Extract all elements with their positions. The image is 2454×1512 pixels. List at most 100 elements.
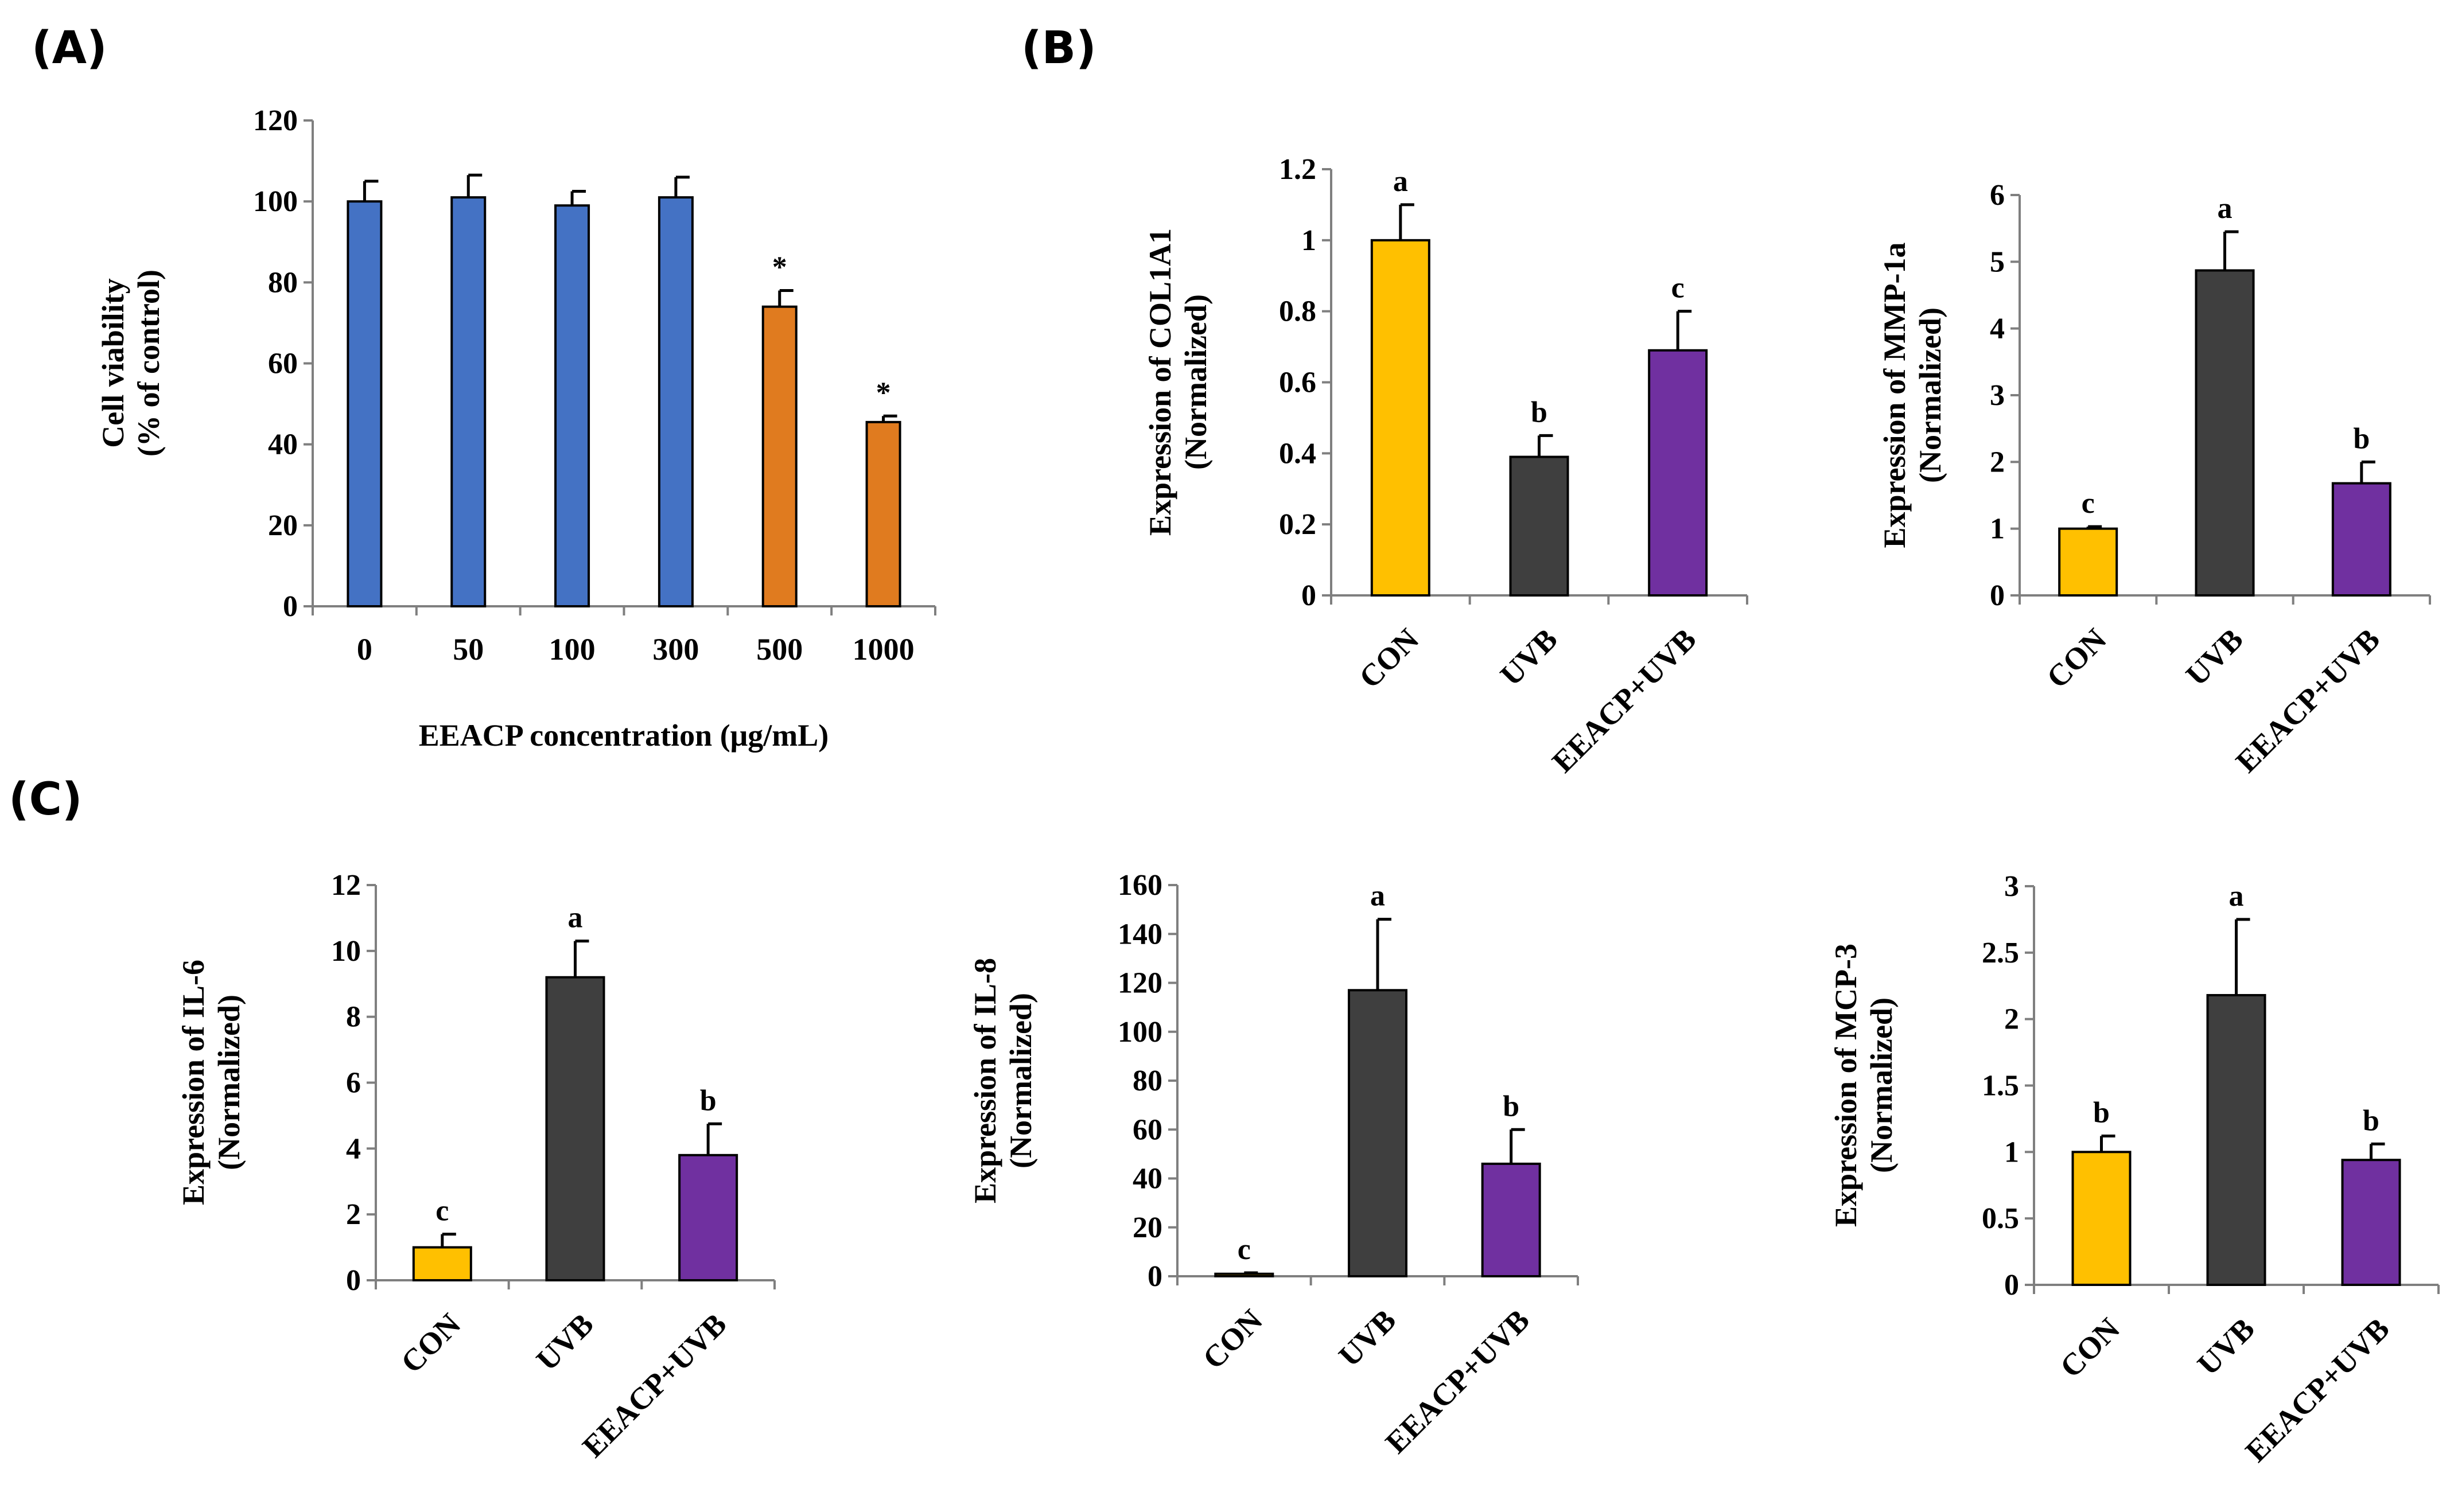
y-tick-label: 100: [1118, 1016, 1162, 1049]
bar-a-2: [554, 204, 590, 608]
error-bar: [778, 289, 794, 307]
y-tick-label: 2: [1990, 446, 2005, 478]
chart-b1: 0 0.2 0.4 0.6 0.8 1 1.2 a CON b UVB c EEACP+UVB Expre…: [1143, 153, 1748, 779]
significance-label: a: [2218, 192, 2233, 225]
error-bar: [674, 176, 690, 198]
significance-label: *: [876, 376, 891, 409]
category-label: UVB: [1332, 1303, 1402, 1373]
category-label: UVB: [2191, 1311, 2261, 1382]
bar-b2-2: [2331, 482, 2391, 597]
panel-label-b: (B): [1021, 22, 1096, 74]
error-bar: [466, 173, 483, 198]
bar-c2-2: [1481, 1162, 1541, 1278]
category-label: EEACP+UVB: [2239, 1311, 2396, 1468]
y-tick-label: 120: [1118, 967, 1162, 1000]
error-bar: [574, 940, 589, 977]
y-axis-label: Expression of COL1A1(Normalized): [1143, 228, 1213, 536]
y-axis-label-line: (Normalized): [1913, 307, 1947, 483]
y-tick-label: 1: [2004, 1136, 2019, 1168]
error-bar: [2360, 460, 2375, 484]
significance-label: *: [772, 251, 787, 283]
y-axis-label-line: Expression of IL-8: [968, 958, 1002, 1203]
y-tick-label: 2.5: [1982, 937, 2019, 969]
significance-label: a: [1370, 880, 1385, 913]
y-axis-label: Expression of MMP-1a(Normalized): [1877, 243, 1947, 548]
y-tick-label: 60: [268, 348, 298, 380]
y-tick-label: 0: [1301, 579, 1316, 612]
category-label: CON: [1352, 622, 1425, 695]
category-label: CON: [2054, 1311, 2126, 1384]
bar-c3-1: [2206, 993, 2266, 1286]
significance-label: c: [1238, 1233, 1251, 1266]
significance-label: a: [568, 902, 583, 934]
chart-b2: 0 1 2 3 4 5 6 c CON a UVB b EEACP+UVB Expression of M…: [1877, 179, 2431, 779]
y-axis-label-line: Expression of IL-6: [176, 960, 211, 1205]
y-axis-label-line: (Normalized): [1004, 993, 1038, 1168]
category-label: UVB: [2179, 622, 2250, 692]
y-tick-label: 1: [1301, 224, 1316, 257]
y-tick-label: 80: [268, 266, 298, 299]
error-bar: [1399, 203, 1414, 240]
error-bar: [570, 190, 586, 206]
y-tick-label: 40: [268, 428, 298, 461]
y-axis-label: Expression of IL-8(Normalized): [968, 958, 1038, 1203]
y-tick-label: 20: [268, 509, 298, 542]
bar-c1-2: [678, 1154, 738, 1281]
y-tick-label: 80: [1133, 1065, 1162, 1097]
bar-b1-0: [1370, 239, 1430, 597]
error-bar: [1510, 1128, 1525, 1164]
y-tick-label: 3: [1990, 379, 2005, 412]
y-tick-label: 2: [2004, 1003, 2019, 1036]
chart-c2: 0 20 40 60 80 100 120 140 160 c CON a UVB b EEACP+UVB E…: [968, 869, 1579, 1460]
significance-label: a: [2229, 880, 2244, 913]
chart-c3: 0 0.5 1 1.5 2 2.5 3 b CON a UVB b EEACP+UVB Expressio…: [1829, 870, 2440, 1468]
bar-b2-0: [2058, 527, 2118, 597]
category-label: UVB: [1494, 622, 1564, 692]
y-tick-label: 0.5: [1982, 1202, 2019, 1235]
category-label: 50: [453, 632, 484, 667]
y-tick-label: 0: [2004, 1269, 2019, 1301]
category-label: CON: [394, 1307, 467, 1379]
y-tick-label: 4: [346, 1132, 361, 1165]
category-label: EEACP+UVB: [1379, 1303, 1536, 1460]
y-axis-label-line: Expression of COL1A1: [1143, 228, 1177, 536]
significance-label: b: [1503, 1090, 1519, 1123]
y-axis-label-line: Expression of MMP-1a: [1877, 243, 1912, 548]
y-tick-label: 10: [331, 935, 361, 968]
bar-c2-1: [1348, 989, 1407, 1277]
bar-a-5: [865, 420, 901, 607]
y-tick-label: 140: [1118, 918, 1162, 950]
y-tick-label: 5: [1990, 245, 2005, 278]
panel-label-c: (C): [9, 774, 83, 825]
bar-c1-1: [545, 976, 605, 1282]
category-label: UVB: [530, 1307, 600, 1377]
category-label: 500: [756, 632, 803, 667]
error-bar: [1376, 918, 1391, 991]
bar-a-4: [761, 305, 798, 607]
y-tick-label: 12: [331, 869, 361, 902]
y-tick-label: 20: [1133, 1211, 1162, 1244]
y-tick-label: 6: [346, 1067, 361, 1100]
error-bar: [441, 1233, 456, 1248]
error-bar: [2223, 230, 2239, 271]
category-label: 100: [549, 632, 596, 667]
chart-a: 0 20 40 60 80 100 120 0 50 100 300 * 500 * 1000 Cell vi…: [96, 104, 936, 753]
significance-label: c: [435, 1195, 449, 1227]
y-axis-label-line: (Normalized): [1864, 997, 1899, 1173]
y-axis-label-line: (% of control): [131, 270, 166, 457]
y-tick-label: 3: [2004, 870, 2019, 903]
y-tick-label: 0: [283, 590, 298, 623]
significance-label: c: [2082, 487, 2095, 520]
y-axis-label-line: Expression of MCP-3: [1829, 944, 1863, 1227]
y-axis-label-line: Cell viability: [96, 278, 130, 448]
category-label: EEACP+UVB: [2229, 622, 2386, 779]
y-tick-label: 0: [1990, 579, 2005, 612]
y-tick-label: 100: [253, 185, 298, 218]
error-bar: [2086, 525, 2102, 529]
panel-label-a: (A): [32, 22, 107, 74]
category-label: CON: [2040, 622, 2113, 695]
error-bar: [1242, 1271, 1258, 1275]
y-tick-label: 0.6: [1279, 367, 1316, 399]
